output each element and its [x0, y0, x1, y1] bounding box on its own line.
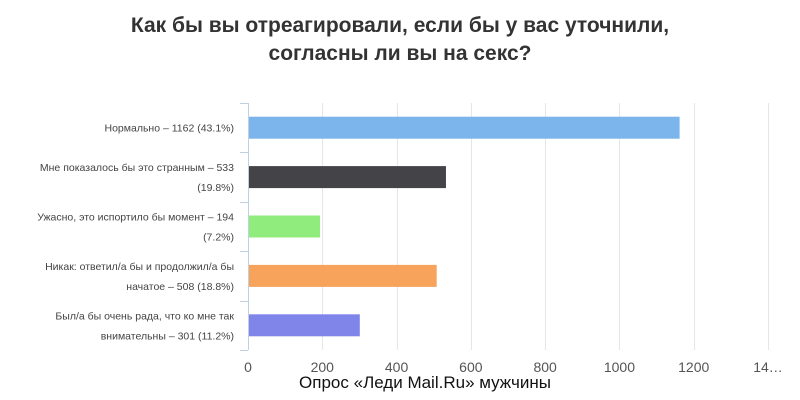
category-label-3-1: начатое – 508 (18.8%)	[126, 281, 234, 293]
bar-0	[249, 116, 680, 139]
x-tick-label-7: 14…	[753, 359, 783, 375]
x-tick-label-2: 400	[385, 359, 409, 375]
x-tick-label-3: 600	[459, 359, 483, 375]
category-label-0-0: Нормально – 1162 (43.1%)	[105, 123, 235, 135]
category-label-3-0: Никак: ответил/а бы и продолжил/а бы	[45, 261, 234, 273]
x-tick-label-0: 0	[244, 359, 252, 375]
bar-4	[249, 314, 360, 337]
bar-1	[249, 166, 446, 189]
bar-2	[249, 215, 321, 238]
category-label-2-0: Ужасно, это испортило бы момент – 194	[37, 212, 234, 224]
bar-3	[249, 264, 437, 287]
x-tick-label-5: 1000	[604, 359, 635, 375]
chart-title-line-1: Как бы вы отреагировали, если бы у вас у…	[130, 14, 670, 37]
category-label-1-0: Мне показалось бы это странным – 533	[40, 162, 234, 174]
x-tick-label-1: 200	[311, 359, 335, 375]
x-tick-label-4: 800	[533, 359, 557, 375]
category-label-4-0: Был/а бы очень рада, что ко мне так	[55, 310, 234, 322]
chart-title-line-2: согласны ли вы на секс?	[268, 42, 532, 65]
category-label-1-1: (19.8%)	[197, 182, 234, 194]
category-label-2-1: (7.2%)	[203, 232, 234, 244]
source-caption: Опрос «Леди Mail.Ru» мужчины	[299, 373, 551, 392]
x-tick-label-6: 1200	[678, 359, 709, 375]
category-label-4-1: внимательны – 301 (11.2%)	[101, 330, 234, 342]
